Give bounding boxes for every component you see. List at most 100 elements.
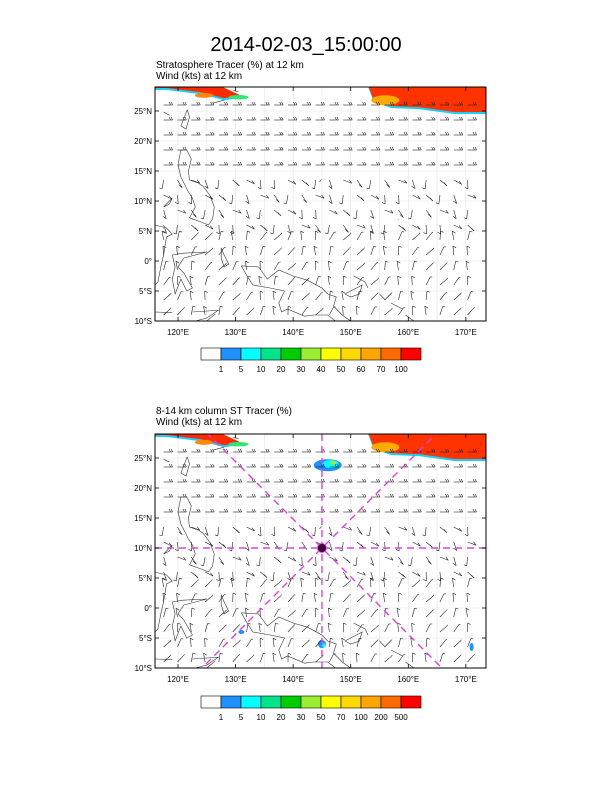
tracer-blob xyxy=(238,630,245,634)
colorbar-swatch xyxy=(240,695,262,709)
wind-barb xyxy=(467,508,477,513)
wind-barb xyxy=(466,592,471,603)
wind-barb xyxy=(343,556,351,564)
wind-barb xyxy=(177,654,185,663)
wind-barb xyxy=(189,637,194,648)
wind-barb xyxy=(274,116,284,121)
wind-barb xyxy=(426,101,436,106)
wind-barb xyxy=(177,556,187,561)
wind-barb xyxy=(452,245,457,256)
wind-barb xyxy=(205,508,215,513)
wind-barb xyxy=(315,101,325,106)
wind-barb xyxy=(177,508,187,513)
wind-barb xyxy=(287,247,296,256)
wind-barb xyxy=(218,305,224,316)
wind-barb xyxy=(204,526,209,536)
colorbar-label: 30 xyxy=(297,365,306,374)
wind-barb xyxy=(189,290,194,301)
wind-barb xyxy=(439,116,450,121)
wind-barb xyxy=(205,116,215,121)
colorbar-swatch xyxy=(220,695,242,709)
wind-barb xyxy=(315,276,321,286)
coastline xyxy=(261,215,263,217)
wind-barb xyxy=(353,556,358,567)
wind-barb xyxy=(453,179,462,185)
wind-barb xyxy=(301,194,308,203)
wind-barb xyxy=(287,571,292,581)
wind-barb xyxy=(273,579,283,588)
wind-barb xyxy=(245,541,250,551)
tracer-patch xyxy=(228,442,249,447)
wind-barb xyxy=(357,101,367,106)
wind-barb xyxy=(453,131,464,136)
wind-barb xyxy=(453,493,464,498)
wind-barb xyxy=(191,571,199,579)
wind-barb xyxy=(218,291,226,301)
wind-barb xyxy=(439,262,448,271)
wind-barb xyxy=(245,194,250,204)
coastline xyxy=(155,658,173,660)
wind-barb xyxy=(189,275,194,286)
wind-barb xyxy=(244,245,249,256)
wind-barb xyxy=(342,571,349,580)
colorbar-label: 100 xyxy=(354,713,368,722)
wind-barb xyxy=(357,146,367,151)
wind-barb xyxy=(423,224,427,235)
wind-barb xyxy=(370,639,379,648)
wind-barb xyxy=(370,161,381,166)
wind-barb xyxy=(162,209,167,219)
colorbar-label: 10 xyxy=(257,713,266,722)
lat-tick-label: 20°N xyxy=(134,137,152,146)
wind-barb xyxy=(176,592,180,603)
wind-barb xyxy=(258,622,263,633)
wind-barb xyxy=(315,448,325,453)
tracer-patch xyxy=(371,442,400,453)
wind-barb xyxy=(467,275,471,286)
wind-barb xyxy=(398,306,406,316)
tracer-field xyxy=(155,434,242,446)
coastline xyxy=(390,649,403,657)
wind-barb xyxy=(315,146,325,151)
colorbar-2: 1 5 10 20 30 50 70 100 200 500 xyxy=(200,695,422,722)
wind-barb xyxy=(343,526,352,531)
wind-barb xyxy=(174,194,179,205)
wind-barb xyxy=(273,275,279,286)
map-frame xyxy=(154,86,487,322)
wind-barb xyxy=(315,224,321,233)
wind-barb xyxy=(343,448,353,453)
panel1-subtitle: Wind (kts) at 12 km xyxy=(156,71,243,82)
wind-barb xyxy=(328,541,333,551)
colorbar-swatch xyxy=(280,695,302,709)
wind-barb xyxy=(205,131,215,136)
wind-barb xyxy=(329,578,336,588)
wind-barb xyxy=(273,194,280,203)
wind-barb xyxy=(163,571,167,581)
wind-barb xyxy=(355,652,360,663)
tracer-blob xyxy=(469,643,474,651)
wind-barb xyxy=(366,526,372,537)
wind-barb xyxy=(398,231,405,241)
wind-barb xyxy=(163,541,172,547)
wind-barb xyxy=(260,146,270,151)
wind-barb xyxy=(328,179,333,189)
wind-barb xyxy=(173,224,178,235)
wind-barb xyxy=(412,101,422,106)
wind-barb xyxy=(384,276,391,286)
wind-barb xyxy=(230,577,235,588)
wind-barb xyxy=(384,179,391,188)
wind-barb xyxy=(162,556,167,566)
coastline xyxy=(163,197,173,208)
wind-barb xyxy=(412,652,416,663)
wind-barb xyxy=(175,260,180,271)
wind-barb xyxy=(246,622,251,633)
wind-barb xyxy=(398,224,406,231)
wind-barb xyxy=(273,209,282,217)
wind-barb xyxy=(191,526,200,531)
wind-barb xyxy=(453,116,464,121)
wind-barb xyxy=(273,261,281,271)
wind-barb xyxy=(329,592,334,603)
wind-barb xyxy=(287,277,296,286)
wind-barb xyxy=(439,209,449,214)
wind-barb xyxy=(260,246,266,256)
wind-barb xyxy=(412,131,422,136)
